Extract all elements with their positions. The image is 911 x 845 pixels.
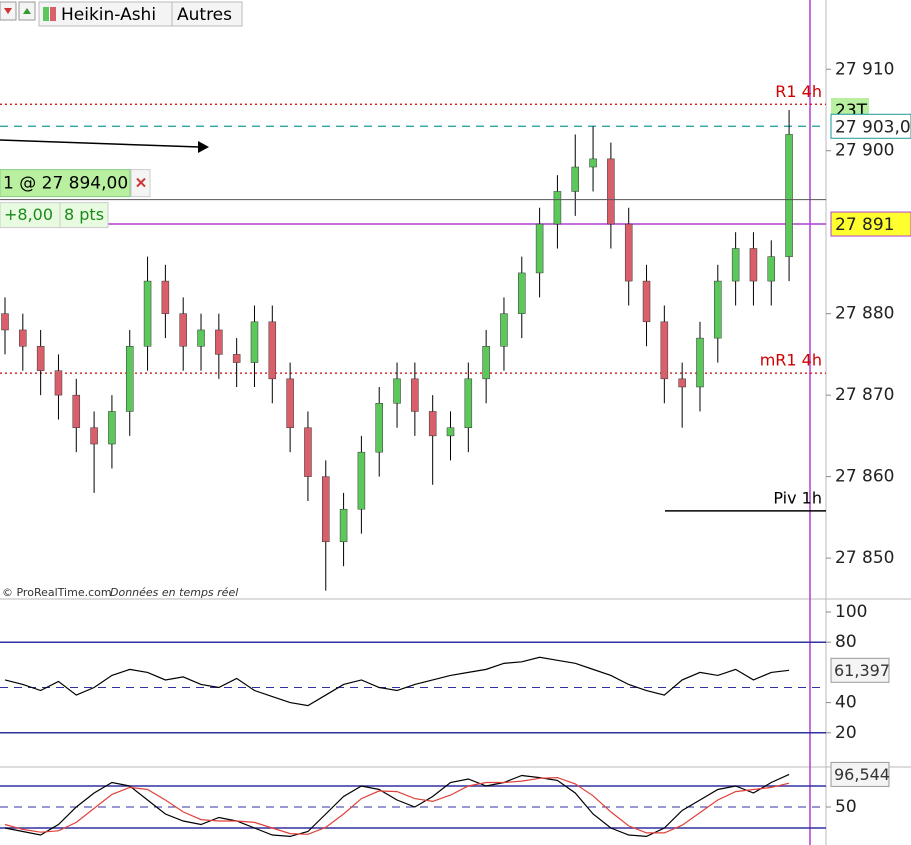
- candle-body: [642, 280, 651, 323]
- pts: 8 pts: [64, 205, 104, 224]
- candle-body: [1, 313, 9, 331]
- candle-body: [179, 313, 187, 347]
- candle-body: [286, 378, 294, 428]
- level-label: 27 903,0: [835, 117, 911, 137]
- candle-body: [696, 337, 704, 388]
- candle-body: [19, 329, 27, 347]
- other-label: Autres: [177, 5, 232, 25]
- icon: [4, 8, 12, 14]
- candle-body: [446, 427, 455, 437]
- candle-body: [660, 321, 669, 380]
- indicator-line: [4, 776, 790, 835]
- candle-body: [678, 378, 686, 388]
- candle-body: [250, 321, 259, 363]
- candle-body: [607, 158, 615, 225]
- candle-body: [482, 346, 490, 380]
- copyright: © ProRealTime.com: [2, 586, 112, 599]
- candle-body: [143, 280, 152, 347]
- level-label: 27 891: [835, 215, 894, 235]
- pts-box: [59, 202, 109, 229]
- candle-body: [161, 280, 170, 314]
- candle-body: [714, 280, 722, 339]
- style-label: Heikin-Ashi: [61, 5, 156, 25]
- level-name: mR1 4h: [760, 351, 822, 370]
- candle-body: [215, 329, 223, 355]
- feed-status: Données en temps réel: [110, 586, 238, 599]
- y-tick-label: 50: [835, 797, 857, 817]
- candle-body: [108, 411, 116, 445]
- candle-body: [464, 378, 473, 428]
- candle-body: [411, 378, 419, 412]
- arrow-head: [198, 141, 209, 153]
- candle-body: [357, 451, 366, 510]
- candle-body: [767, 256, 776, 282]
- candle-body: [197, 329, 205, 347]
- current-value: 61,397: [834, 661, 890, 680]
- candle-body: [393, 378, 401, 404]
- icon: [50, 7, 56, 21]
- candle-body: [785, 134, 793, 257]
- close-icon: [136, 177, 146, 188]
- y-tick-label: 27 880: [835, 304, 894, 324]
- level-label-box: [830, 211, 911, 237]
- candle-body: [500, 313, 508, 347]
- candle-body: [90, 427, 98, 445]
- candle-body: [72, 394, 81, 428]
- candle-body: [731, 248, 740, 282]
- y-tick-label: 27 850: [835, 548, 894, 568]
- position-box: [0, 169, 131, 198]
- level-name: R1 4h: [775, 82, 822, 101]
- candle-body: [624, 223, 633, 282]
- candle-body: [535, 223, 544, 274]
- y-tick-label: 27 860: [835, 467, 894, 487]
- candle-body: [322, 476, 330, 543]
- candle-body: [268, 321, 277, 380]
- position-label: 1 @ 27 894,00: [3, 174, 128, 194]
- current-value-box: [830, 657, 890, 683]
- y-tick-label: 27 900: [835, 141, 894, 161]
- drawing-line: [0, 139, 201, 148]
- candle-body: [553, 191, 562, 225]
- candle-body: [589, 158, 597, 168]
- current-value: 96,544: [834, 765, 890, 784]
- candle-body: [428, 411, 437, 437]
- candle-body: [54, 370, 63, 396]
- candle-body: [375, 403, 383, 453]
- candle-body: [571, 166, 579, 192]
- y-tick-label: 80: [835, 632, 857, 652]
- candle-body: [518, 272, 526, 314]
- icon: [23, 8, 31, 14]
- level-name: Piv 1h: [773, 488, 822, 507]
- candle-body: [339, 508, 348, 543]
- candle-body: [304, 427, 312, 477]
- y-tick-label: 27 910: [835, 59, 894, 79]
- y-tick-label: 40: [835, 693, 857, 713]
- indicator-line: [4, 656, 790, 707]
- pnl: +8,00: [4, 205, 53, 224]
- level-label-box: [830, 113, 911, 139]
- y-tick-label: 27 870: [835, 385, 894, 405]
- candle-body: [749, 248, 758, 282]
- icon: [43, 7, 49, 21]
- candle-body: [125, 346, 134, 412]
- y-tick-label: 100: [835, 602, 867, 622]
- other-button[interactable]: [171, 1, 243, 27]
- indicator-line: [4, 773, 790, 838]
- candle-body: [232, 354, 241, 363]
- y-tick-label: 20: [835, 723, 857, 743]
- candle-body: [36, 346, 45, 371]
- current-value-box: [830, 761, 890, 787]
